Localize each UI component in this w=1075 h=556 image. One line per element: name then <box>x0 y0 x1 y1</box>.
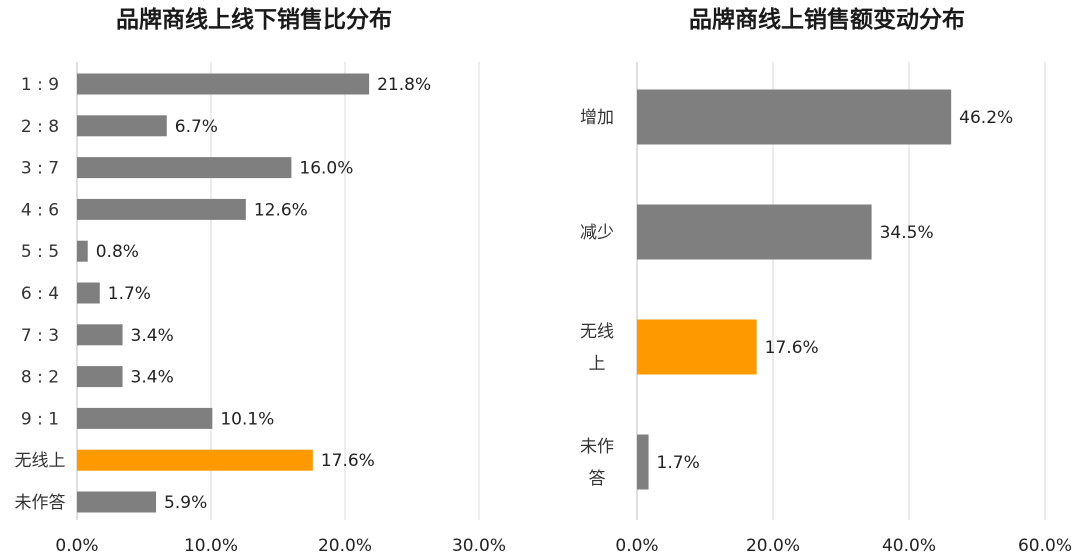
category-label-line: 减少 <box>580 223 614 243</box>
bar <box>77 491 157 513</box>
category-label-line: 上 <box>589 354 606 374</box>
value-label: 3.4% <box>131 368 174 388</box>
right-chart-title: 品牌商线上销售额变动分布 <box>689 6 965 33</box>
x-tick-label: 0.0% <box>55 536 98 556</box>
category-label: 8 : 2 <box>21 368 59 388</box>
bar <box>77 115 167 137</box>
x-tick-label: 40.0% <box>882 536 936 556</box>
x-tick-label: 20.0% <box>746 536 800 556</box>
right-chart: 0.0% 20.0% 40.0% 60.0% 46.2% 增加 34.5% 减少 17.6% 无线… <box>580 62 1072 556</box>
value-label: 21.8% <box>377 75 431 95</box>
bar <box>77 324 123 346</box>
bar <box>77 73 370 95</box>
x-tick-label: 60.0% <box>1018 536 1072 556</box>
value-label: 12.6% <box>254 200 308 220</box>
value-label: 1.7% <box>657 453 700 473</box>
category-label: 4 : 6 <box>21 200 59 220</box>
value-label: 34.5% <box>880 223 934 243</box>
bar <box>637 434 649 490</box>
bar <box>637 319 757 375</box>
bar <box>77 198 246 220</box>
left-chart: 0.0% 10.0% 20.0% 30.0% 21.8% 1 : 9 6.7% 2 : 8 16… <box>15 62 506 556</box>
category-label: 3 : 7 <box>21 159 59 179</box>
value-label: 1.7% <box>108 284 151 304</box>
value-label: 46.2% <box>959 108 1013 128</box>
category-label: 7 : 3 <box>21 326 59 346</box>
value-label: 17.6% <box>321 451 375 471</box>
x-tick-label: 20.0% <box>318 536 372 556</box>
bar <box>77 240 88 262</box>
value-label: 10.1% <box>220 409 274 429</box>
category-label-line: 未作 <box>580 437 614 457</box>
value-label: 5.9% <box>164 493 207 513</box>
value-label: 3.4% <box>131 326 174 346</box>
category-label: 增加 <box>580 108 614 128</box>
category-label: 5 : 5 <box>21 242 59 262</box>
category-label: 2 : 8 <box>21 117 59 137</box>
category-label: 9 : 1 <box>21 409 59 429</box>
category-label: 未作答 <box>15 493 66 513</box>
x-tick-label: 0.0% <box>615 536 658 556</box>
category-label: 未作答 <box>580 437 614 489</box>
x-tick-label: 30.0% <box>452 536 506 556</box>
bar <box>77 407 213 429</box>
category-label: 无线上 <box>15 451 66 471</box>
category-label-line: 增加 <box>580 108 614 128</box>
value-label: 17.6% <box>765 338 819 358</box>
left-chart-title: 品牌商线上线下销售比分布 <box>116 6 392 33</box>
x-tick-label: 10.0% <box>184 536 238 556</box>
category-label: 无线上 <box>580 322 614 374</box>
category-label: 6 : 4 <box>21 284 59 304</box>
value-label: 0.8% <box>96 242 139 262</box>
bar <box>637 204 872 260</box>
value-label: 16.0% <box>299 159 353 179</box>
category-label: 1 : 9 <box>21 75 59 95</box>
value-label: 6.7% <box>175 117 218 137</box>
bar <box>637 89 952 145</box>
category-label-line: 无线 <box>580 322 614 342</box>
bar <box>77 366 123 388</box>
bar <box>77 282 100 304</box>
bar <box>77 449 313 471</box>
category-label-line: 答 <box>589 469 606 489</box>
category-label: 减少 <box>580 223 614 243</box>
bar <box>77 157 292 179</box>
